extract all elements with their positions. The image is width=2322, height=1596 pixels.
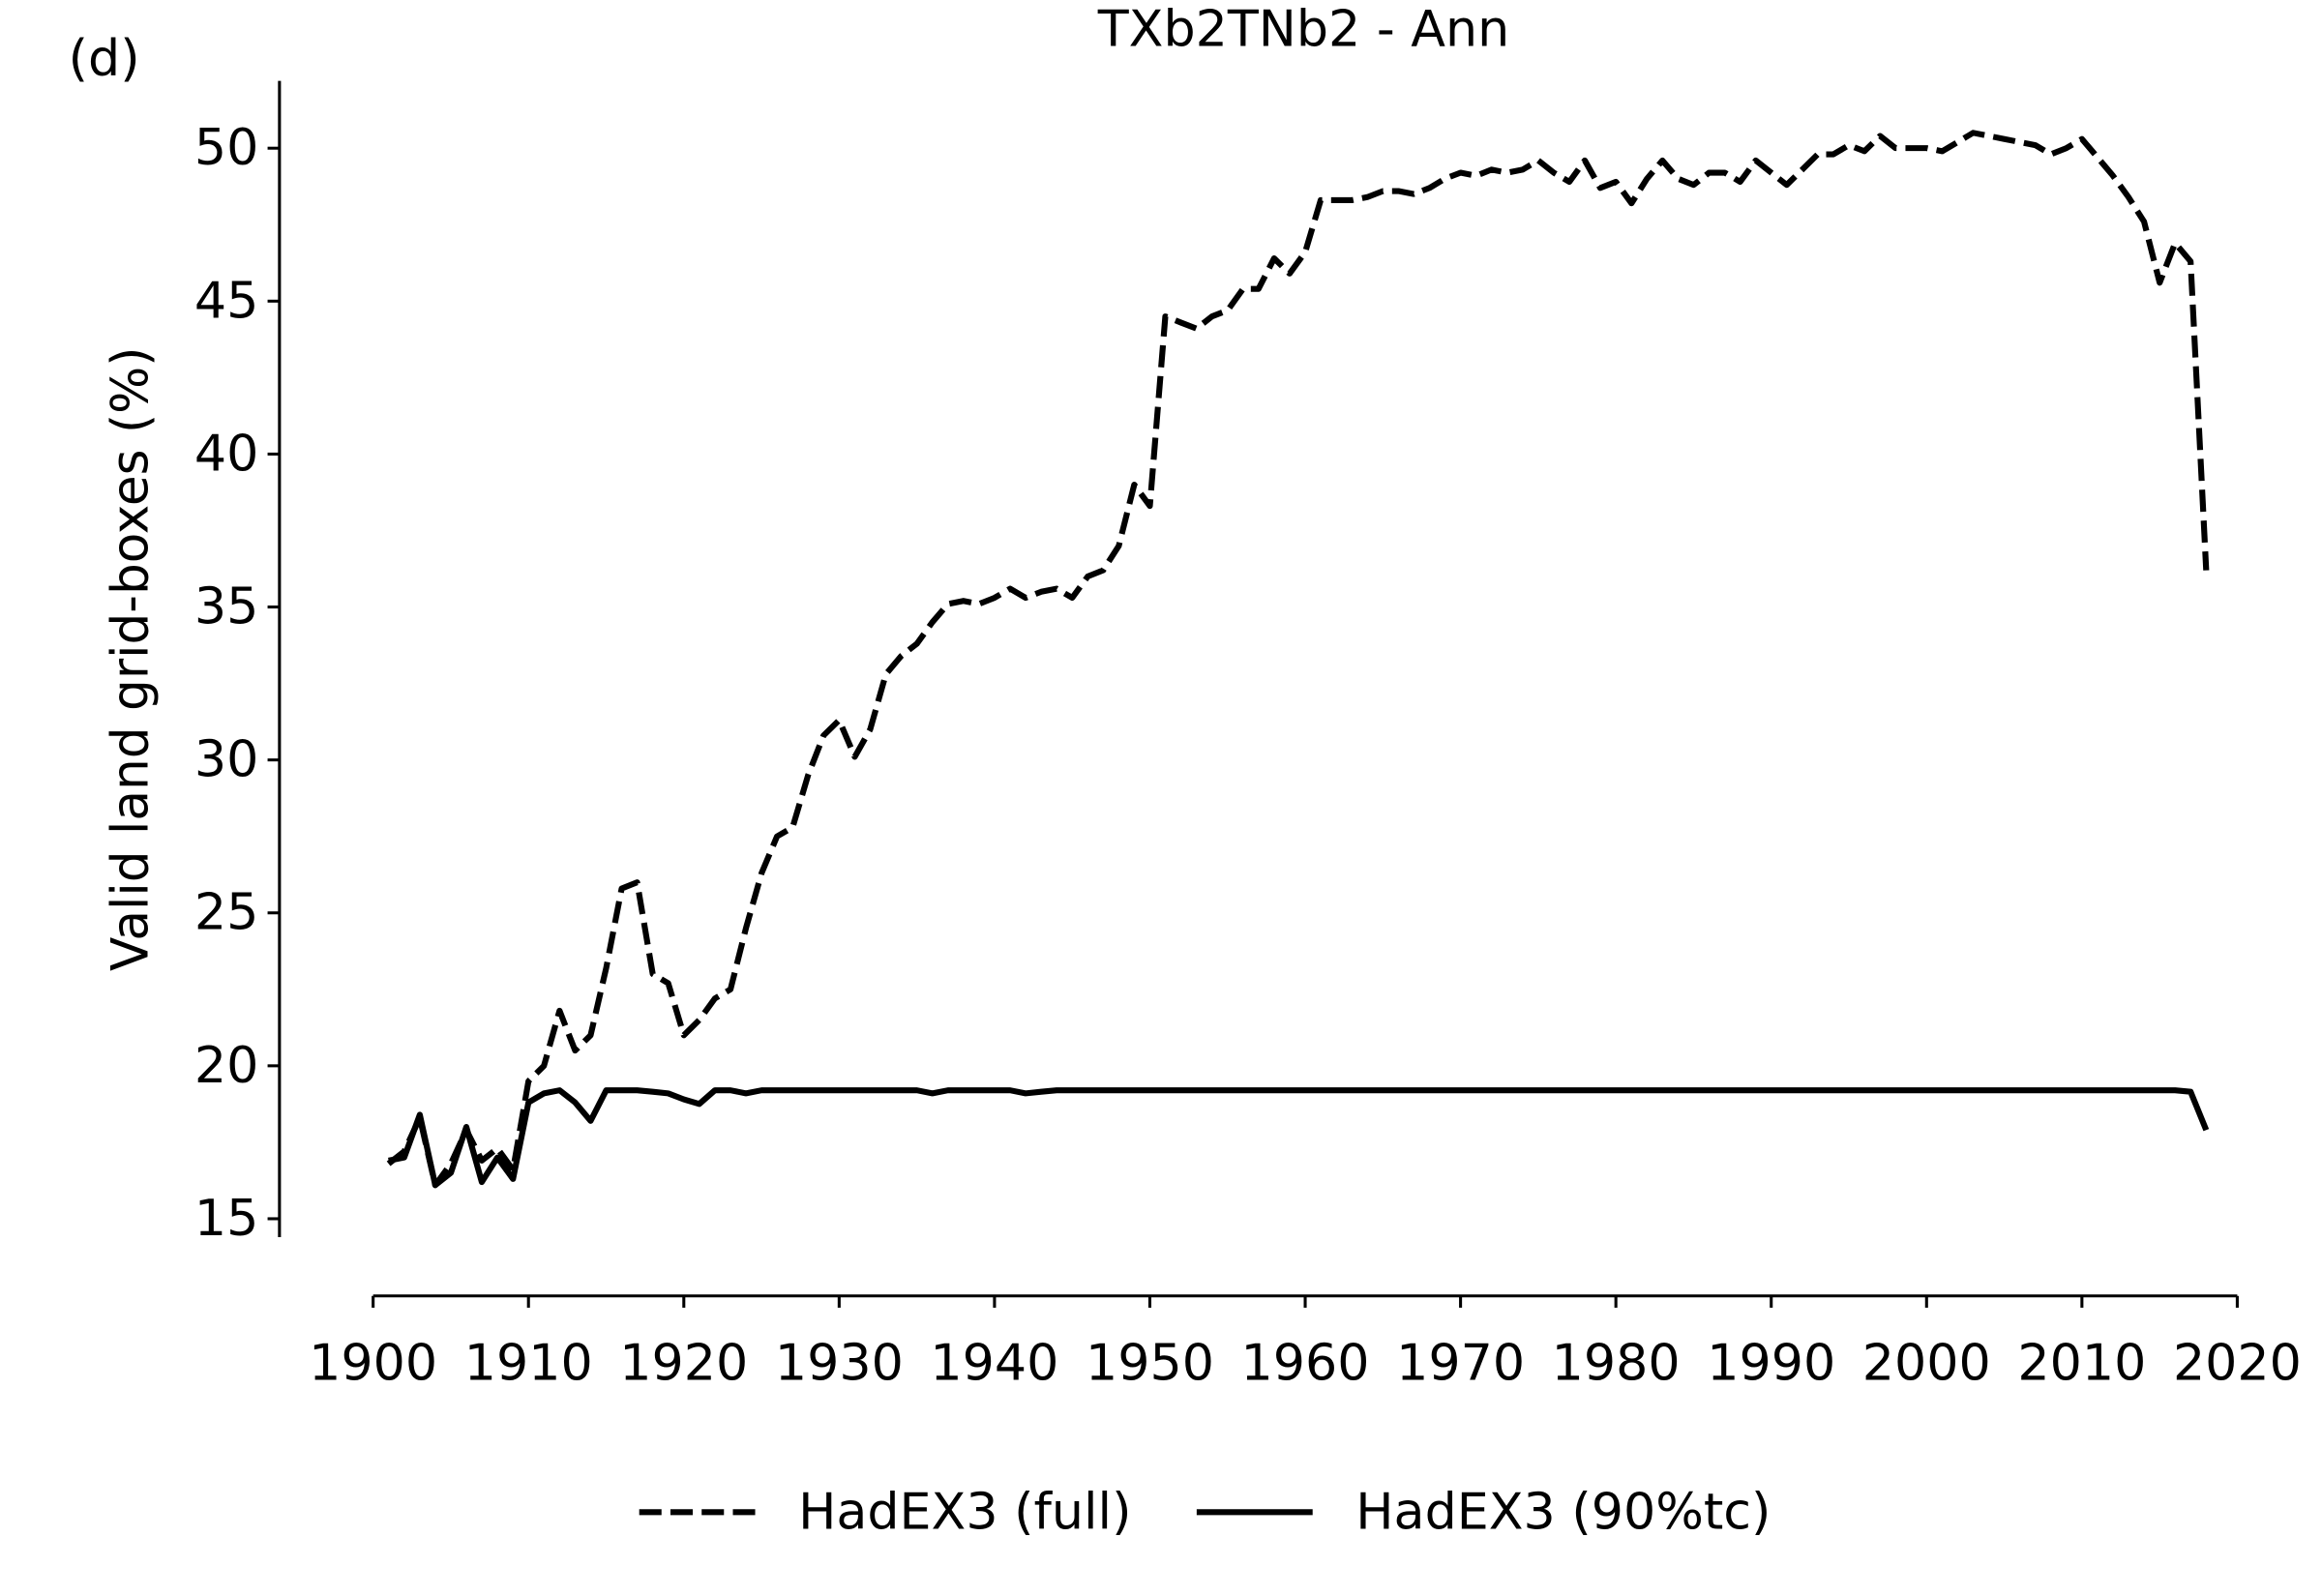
- y-tick-label: 15: [194, 1190, 258, 1248]
- x-tick-label: 2000: [1862, 1335, 1991, 1393]
- x-tick-label: 2020: [2173, 1335, 2302, 1393]
- y-tick-label: 20: [194, 1037, 258, 1095]
- x-tick-label: 1930: [775, 1335, 904, 1393]
- x-tick-label: 1960: [1241, 1335, 1370, 1393]
- y-tick-label: 25: [194, 884, 258, 942]
- x-tick-label: 1910: [464, 1335, 593, 1393]
- panel-label: (d): [69, 30, 140, 88]
- legend-label: HadEX3 (full): [798, 1484, 1131, 1542]
- y-tick-label: 45: [194, 273, 258, 331]
- x-tick-label: 1980: [1552, 1335, 1681, 1393]
- x-tick-label: 1920: [619, 1335, 748, 1393]
- y-tick-label: 30: [194, 731, 258, 789]
- x-tick-label: 2010: [2017, 1335, 2146, 1393]
- x-tick-label: 1940: [930, 1335, 1058, 1393]
- chart-title: TXb2TNb2 - Ann: [1097, 1, 1509, 59]
- x-tick-label: 1970: [1396, 1335, 1525, 1393]
- y-tick-label: 40: [194, 426, 258, 484]
- x-tick-label: 1900: [309, 1335, 437, 1393]
- series-line: [386, 130, 2210, 1189]
- y-axis-label: Valid land grid-boxes (%): [102, 347, 160, 972]
- series-line: [388, 1087, 2210, 1189]
- legend-label: HadEX3 (90%tc): [1355, 1484, 1771, 1542]
- x-tick-label: 1990: [1707, 1335, 1835, 1393]
- x-tick-label: 1950: [1086, 1335, 1214, 1393]
- y-tick-label: 50: [194, 119, 258, 177]
- y-tick-label: 35: [194, 578, 258, 636]
